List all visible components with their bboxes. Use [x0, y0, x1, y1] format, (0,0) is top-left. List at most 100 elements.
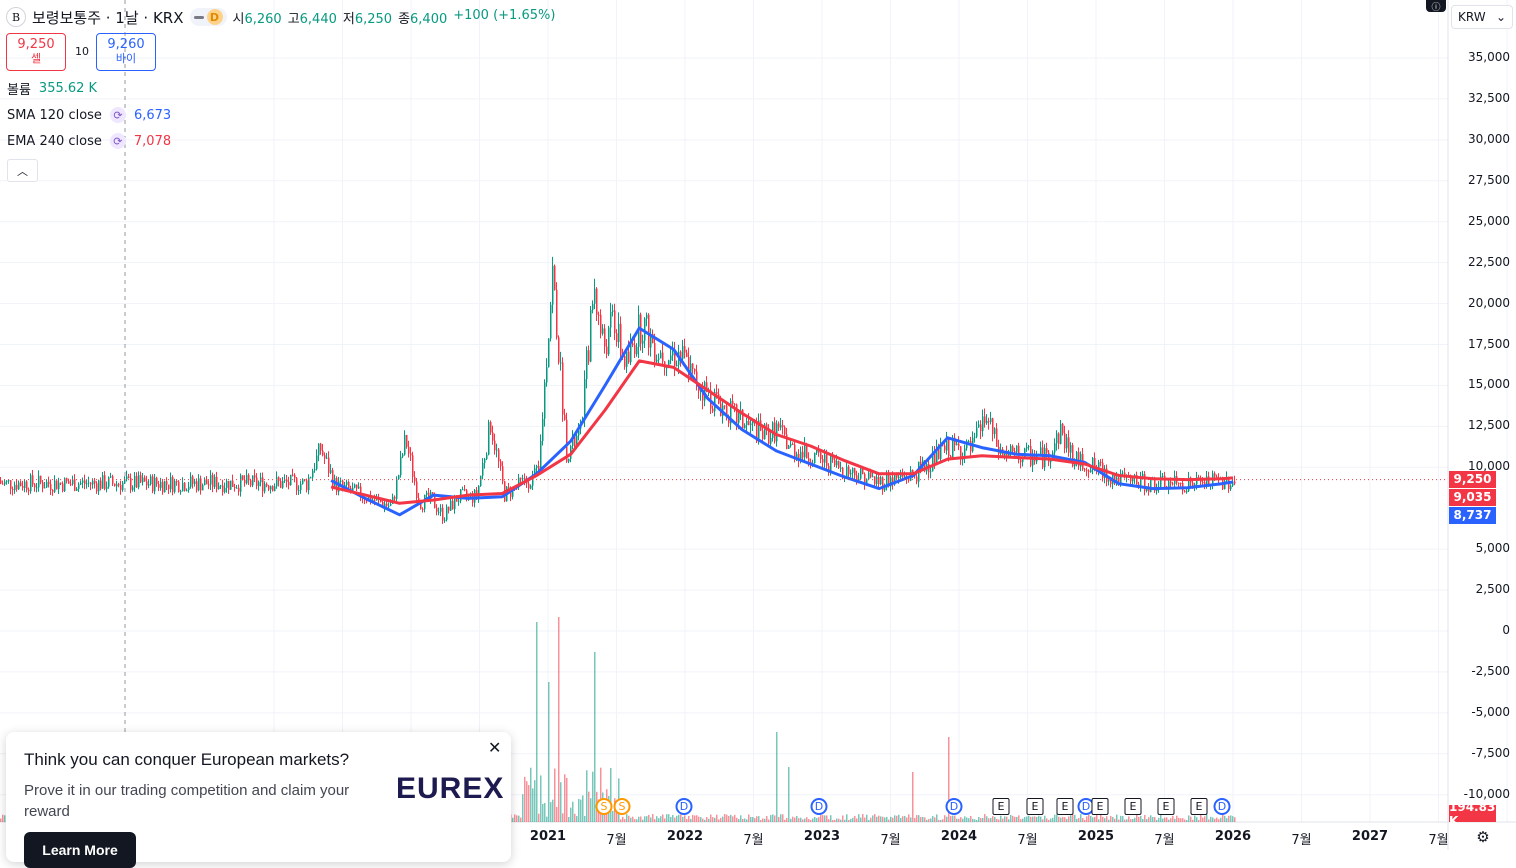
candle-body — [636, 346, 638, 355]
candle-body — [896, 473, 898, 478]
indicator-ema-name: EMA 240 close — [7, 133, 102, 149]
candle-body — [1066, 437, 1068, 449]
sell-button[interactable]: 9,250 셀 — [6, 33, 66, 71]
dividend-marker[interactable]: D — [675, 798, 693, 815]
candle-body — [602, 328, 604, 334]
candle-body — [738, 413, 740, 423]
candle-body — [44, 487, 46, 489]
candle-body — [1198, 477, 1200, 479]
candle-body — [170, 477, 172, 490]
volume-bar — [858, 814, 860, 822]
volume-bar — [940, 819, 942, 822]
candle-body — [224, 487, 226, 493]
split-marker[interactable]: S — [613, 798, 631, 815]
refresh-icon[interactable]: ⟳ — [109, 133, 126, 149]
candle-body — [342, 480, 344, 487]
candle-body — [282, 480, 284, 488]
candle-body — [794, 444, 796, 459]
buy-button[interactable]: 9,260 바이 — [96, 33, 156, 71]
candle-body — [1054, 443, 1056, 453]
volume-bar — [1118, 819, 1120, 822]
earnings-marker[interactable]: E — [1026, 798, 1044, 815]
volume-bar — [716, 814, 718, 822]
eurex-logo[interactable]: EUREX — [396, 772, 505, 805]
candle-body — [696, 371, 698, 387]
candle-body — [964, 448, 966, 458]
candle-body — [296, 478, 298, 491]
volume-bar — [710, 814, 712, 822]
volume-bar — [820, 815, 822, 822]
candle-body — [946, 438, 948, 451]
refresh-icon[interactable]: ⟳ — [109, 107, 126, 123]
close-icon[interactable]: ✕ — [488, 738, 502, 757]
symbol-logo[interactable]: B — [6, 7, 26, 27]
candle-body — [156, 477, 158, 484]
collapse-legend-button[interactable]: ︿ — [7, 159, 38, 182]
dividend-marker[interactable]: D — [810, 798, 828, 815]
learn-more-button[interactable]: Learn More — [24, 832, 136, 868]
candle-body — [596, 288, 598, 315]
candle-body — [54, 480, 56, 492]
dividend-marker[interactable]: D — [945, 798, 963, 815]
candle-body — [924, 460, 926, 472]
candle-body — [228, 480, 230, 490]
volume-bar — [1168, 819, 1170, 822]
earnings-marker[interactable]: E — [1157, 798, 1175, 815]
candle-body — [1130, 475, 1132, 482]
symbol-title[interactable]: 보령보통주 · 1날 · KRX — [32, 8, 184, 27]
price-plot[interactable] — [0, 0, 1516, 850]
candle-body — [764, 424, 766, 440]
earnings-marker[interactable]: E — [992, 798, 1010, 815]
volume-bar — [1212, 817, 1214, 822]
volume-bar — [664, 818, 666, 822]
candle-body — [980, 424, 982, 432]
indicator-ema[interactable]: EMA 240 close ⟳ 7,078 — [7, 132, 171, 150]
volume-bar — [640, 816, 642, 822]
settings-icon[interactable]: ⚙ — [1476, 828, 1490, 846]
candle-body — [138, 475, 140, 488]
candle-body — [868, 472, 870, 480]
time-tick-label: 2026 — [1214, 829, 1252, 844]
volume-bar — [1008, 819, 1010, 822]
info-icon[interactable]: ⓘ — [1426, 0, 1446, 13]
candle-body — [240, 475, 242, 492]
volume-bar — [592, 771, 594, 822]
candle-body — [270, 486, 272, 490]
volume-bar — [752, 816, 754, 822]
volume-bar — [836, 818, 838, 822]
indicator-sma[interactable]: SMA 120 close ⟳ 6,673 — [7, 106, 171, 124]
candle-body — [968, 440, 970, 442]
volume-bar — [622, 816, 624, 822]
candle-body — [306, 480, 308, 491]
candle-body — [400, 456, 402, 476]
candle-body — [554, 265, 556, 290]
candle-body — [1202, 482, 1204, 484]
earnings-marker[interactable]: E — [1124, 798, 1142, 815]
volume-bar — [564, 774, 566, 822]
chart-area[interactable] — [0, 0, 1516, 850]
candle-body — [860, 468, 862, 479]
indicator-volume[interactable]: 볼륨 355.62 K — [7, 79, 97, 98]
volume-bar — [670, 817, 672, 822]
earnings-marker[interactable]: E — [1091, 798, 1109, 815]
volume-bar — [1174, 818, 1176, 822]
earnings-marker[interactable]: E — [1056, 798, 1074, 815]
ad-title: Think you can conquer European markets? — [24, 750, 350, 769]
delay-indicator[interactable]: D — [189, 8, 227, 26]
volume-bar — [544, 802, 546, 822]
candle-body — [150, 476, 152, 485]
candle-body — [122, 482, 124, 490]
earnings-marker[interactable]: E — [1190, 798, 1208, 815]
candle-body — [390, 503, 392, 506]
candle-body — [1216, 476, 1218, 478]
candle-body — [536, 465, 538, 469]
candle-body — [970, 440, 972, 452]
currency-selector[interactable]: KRW ⌄ — [1451, 5, 1513, 29]
candle-body — [616, 333, 618, 343]
volume-bar — [1182, 818, 1184, 822]
volume-bar — [924, 817, 926, 822]
candle-body — [428, 492, 430, 499]
split-marker[interactable]: S — [595, 798, 613, 815]
dividend-marker[interactable]: D — [1213, 798, 1231, 815]
volume-bar — [762, 818, 764, 822]
